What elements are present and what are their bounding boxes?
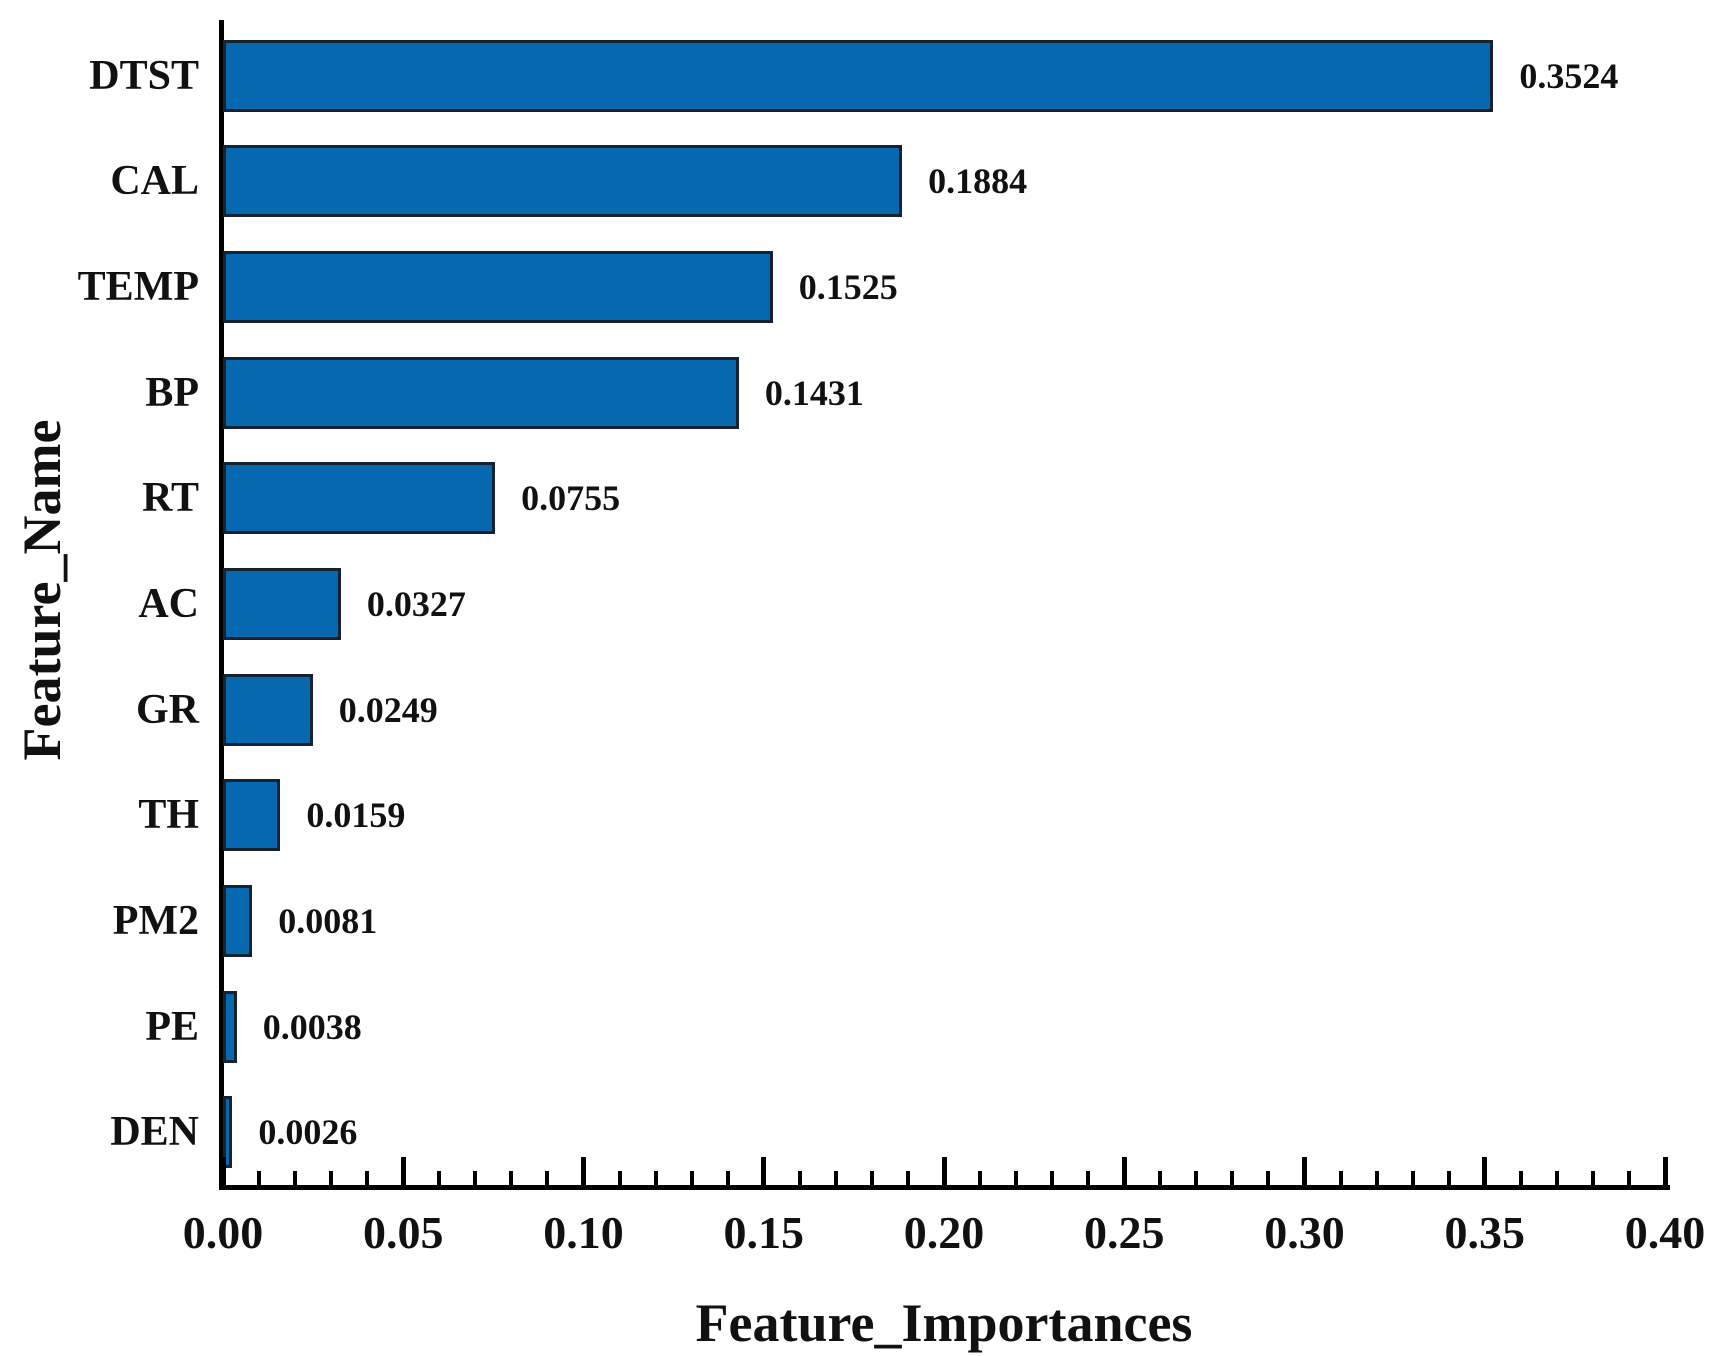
x-tick-label: 0.25 (1084, 1207, 1165, 1258)
x-tick-label: 0.00 (182, 1207, 264, 1258)
x-tick-major (1302, 1157, 1307, 1185)
bar (223, 1096, 233, 1169)
x-tick-minor (1518, 1171, 1523, 1185)
x-tick-major (400, 1157, 406, 1185)
y-axis-title: Feature_Name (12, 419, 72, 761)
bar (223, 990, 237, 1063)
x-tick-major (941, 1157, 947, 1185)
x-tick-major (220, 1157, 226, 1185)
bar-value-label: 0.0249 (338, 689, 438, 730)
x-tick-minor (293, 1171, 298, 1185)
x-tick-label: 0.15 (723, 1207, 805, 1258)
x-axis-line (219, 1185, 1670, 1190)
x-tick-minor (725, 1171, 730, 1185)
bar (223, 251, 773, 324)
bar-value-label: 0.1525 (798, 267, 898, 308)
bar (223, 145, 903, 218)
x-tick-label: 0.40 (1624, 1207, 1706, 1258)
category-label: PE (145, 1003, 199, 1050)
x-tick-minor (329, 1171, 334, 1185)
category-label: TH (138, 792, 199, 839)
x-tick-label: 0.10 (543, 1207, 624, 1258)
category-label: TEMP (77, 264, 199, 311)
x-tick-minor (617, 1171, 622, 1185)
x-tick-minor (1410, 1171, 1415, 1185)
x-tick-minor (1338, 1171, 1343, 1185)
x-tick-minor (509, 1171, 514, 1185)
bar (223, 884, 253, 957)
x-tick-label: 0.05 (363, 1207, 444, 1258)
x-tick-minor (1194, 1171, 1199, 1185)
x-tick-minor (1230, 1171, 1235, 1185)
bar-value-label: 0.0159 (306, 795, 406, 836)
category-label: CAL (110, 158, 199, 205)
bar-value-label: 0.3524 (1519, 55, 1619, 96)
x-tick-minor (1446, 1171, 1451, 1185)
bar-value-label: 0.0081 (278, 900, 378, 941)
x-tick-label: 0.30 (1264, 1207, 1345, 1258)
x-tick-minor (1590, 1171, 1595, 1185)
x-tick-minor (833, 1171, 838, 1185)
category-label: RT (142, 475, 199, 522)
bar-value-label: 0.0755 (521, 478, 621, 519)
x-tick-minor (1554, 1171, 1559, 1185)
x-tick-minor (1158, 1171, 1163, 1185)
x-tick-minor (905, 1171, 910, 1185)
bar-value-label: 0.1431 (764, 372, 864, 413)
bar (223, 568, 341, 640)
x-tick-minor (473, 1171, 478, 1185)
x-tick-minor (437, 1171, 442, 1185)
category-label: BP (145, 369, 199, 416)
x-tick-minor (797, 1171, 802, 1185)
x-axis-title: Feature_Importances (695, 1293, 1193, 1353)
x-tick-minor (257, 1171, 262, 1185)
x-tick-minor (1266, 1171, 1271, 1185)
x-tick-minor (1086, 1171, 1091, 1185)
x-tick-minor (1050, 1171, 1055, 1185)
category-label: DTST (89, 52, 199, 99)
bar (223, 779, 281, 852)
x-tick-major (581, 1157, 586, 1185)
x-tick-major (1662, 1157, 1668, 1185)
x-tick-minor (689, 1171, 694, 1185)
bar (223, 39, 1494, 112)
bar-value-label: 0.0038 (262, 1006, 362, 1047)
category-label: GR (136, 686, 199, 733)
x-tick-minor (653, 1171, 658, 1185)
y-axis-line (219, 20, 224, 1190)
x-tick-minor (978, 1171, 983, 1185)
x-tick-minor (365, 1171, 370, 1185)
x-tick-minor (1374, 1171, 1379, 1185)
bar-value-label: 0.0026 (258, 1112, 358, 1153)
category-label: AC (138, 581, 199, 627)
bar-value-label: 0.0327 (366, 584, 466, 624)
bar (223, 673, 313, 746)
x-tick-major (1482, 1157, 1488, 1185)
x-tick-major (761, 1157, 767, 1185)
x-tick-major (1121, 1157, 1127, 1185)
bar (223, 462, 496, 535)
x-tick-label: 0.35 (1444, 1207, 1526, 1258)
bar (223, 356, 739, 429)
x-tick-minor (545, 1171, 550, 1185)
x-tick-minor (1626, 1171, 1631, 1185)
bar-value-label: 0.1884 (928, 161, 1028, 202)
category-label: DEN (110, 1109, 199, 1156)
x-tick-minor (869, 1171, 874, 1185)
x-tick-label: 0.20 (903, 1207, 985, 1258)
category-label: PM2 (112, 897, 199, 944)
x-tick-minor (1014, 1171, 1019, 1185)
